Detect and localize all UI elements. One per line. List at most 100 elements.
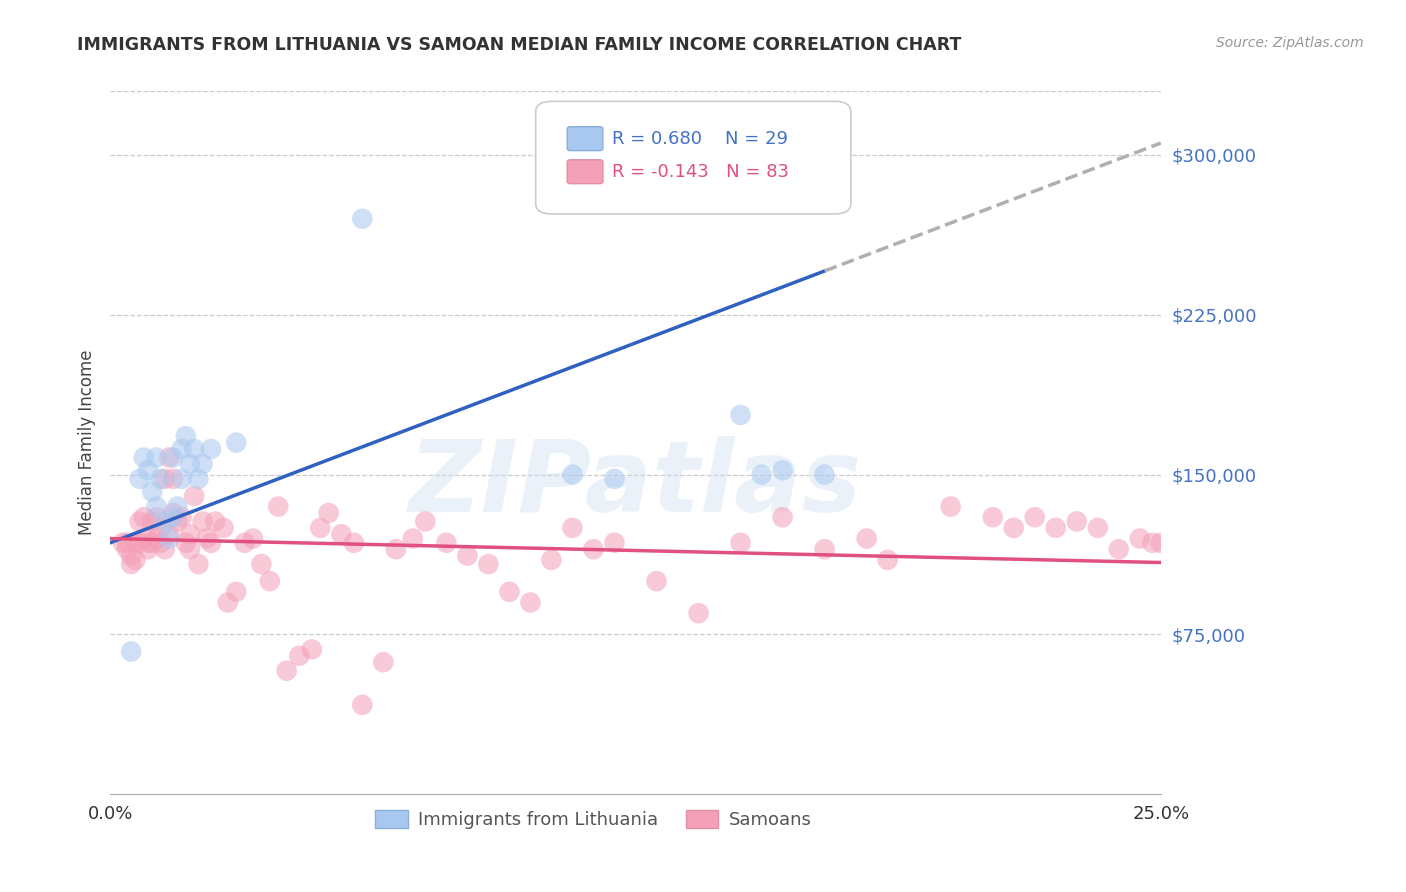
Point bbox=[582, 542, 605, 557]
Point bbox=[352, 698, 374, 712]
Point bbox=[132, 450, 155, 465]
Y-axis label: Median Family Income: Median Family Income bbox=[79, 350, 96, 535]
Point bbox=[174, 429, 197, 443]
Point bbox=[157, 527, 180, 541]
Point bbox=[402, 532, 425, 546]
Point bbox=[939, 500, 962, 514]
Point bbox=[876, 553, 898, 567]
Point bbox=[187, 472, 209, 486]
Point bbox=[434, 536, 457, 550]
Point bbox=[204, 515, 226, 529]
Point bbox=[519, 595, 541, 609]
Point bbox=[242, 532, 264, 546]
Point bbox=[561, 521, 583, 535]
Point bbox=[132, 532, 155, 546]
Point bbox=[115, 542, 138, 557]
Point bbox=[141, 536, 163, 550]
Point bbox=[343, 536, 366, 550]
Point bbox=[179, 527, 201, 541]
Point bbox=[120, 549, 142, 563]
Point bbox=[309, 521, 332, 535]
Text: ZIPatlas: ZIPatlas bbox=[409, 436, 862, 533]
Text: R = 0.680    N = 29: R = 0.680 N = 29 bbox=[613, 129, 789, 148]
Point bbox=[111, 536, 134, 550]
Point bbox=[352, 211, 374, 226]
Point bbox=[149, 472, 172, 486]
Point bbox=[153, 472, 176, 486]
Point bbox=[153, 542, 176, 557]
Point bbox=[149, 521, 172, 535]
Point bbox=[477, 557, 499, 571]
Point bbox=[855, 532, 877, 546]
Point bbox=[233, 536, 256, 550]
Point bbox=[540, 553, 562, 567]
Text: IMMIGRANTS FROM LITHUANIA VS SAMOAN MEDIAN FAMILY INCOME CORRELATION CHART: IMMIGRANTS FROM LITHUANIA VS SAMOAN MEDI… bbox=[77, 36, 962, 54]
Point bbox=[120, 644, 142, 658]
Point bbox=[200, 536, 222, 550]
Point bbox=[141, 484, 163, 499]
Point bbox=[415, 515, 437, 529]
Point bbox=[136, 542, 159, 557]
Point bbox=[191, 457, 214, 471]
Point bbox=[153, 515, 176, 529]
Point bbox=[157, 532, 180, 546]
Legend: Immigrants from Lithuania, Samoans: Immigrants from Lithuania, Samoans bbox=[366, 801, 821, 838]
Point bbox=[145, 532, 167, 546]
Point bbox=[688, 606, 710, 620]
Point bbox=[145, 500, 167, 514]
Point bbox=[128, 515, 150, 529]
Point bbox=[128, 536, 150, 550]
FancyBboxPatch shape bbox=[536, 102, 851, 214]
Point bbox=[1066, 515, 1088, 529]
Text: R = -0.143   N = 83: R = -0.143 N = 83 bbox=[613, 162, 789, 181]
Point bbox=[120, 557, 142, 571]
Point bbox=[166, 500, 188, 514]
Point bbox=[170, 472, 193, 486]
Point bbox=[288, 648, 311, 663]
Point bbox=[166, 515, 188, 529]
Point bbox=[1108, 542, 1130, 557]
Point bbox=[149, 536, 172, 550]
Point bbox=[183, 442, 205, 456]
Point bbox=[195, 532, 218, 546]
Point bbox=[145, 450, 167, 465]
Point bbox=[145, 510, 167, 524]
Point bbox=[385, 542, 408, 557]
Point bbox=[498, 584, 520, 599]
Point bbox=[301, 642, 323, 657]
Point bbox=[1142, 536, 1164, 550]
Text: Source: ZipAtlas.com: Source: ZipAtlas.com bbox=[1216, 36, 1364, 50]
Point bbox=[1045, 521, 1067, 535]
Point bbox=[318, 506, 340, 520]
Point bbox=[162, 472, 184, 486]
Point bbox=[730, 408, 752, 422]
Point bbox=[603, 472, 626, 486]
Point bbox=[225, 584, 247, 599]
Point bbox=[162, 450, 184, 465]
Point bbox=[124, 536, 146, 550]
Point bbox=[1150, 536, 1173, 550]
Point bbox=[813, 542, 835, 557]
Point bbox=[136, 536, 159, 550]
Point bbox=[330, 527, 353, 541]
Point bbox=[772, 463, 794, 477]
Point bbox=[373, 655, 395, 669]
FancyBboxPatch shape bbox=[567, 160, 603, 184]
Point bbox=[456, 549, 478, 563]
Point bbox=[179, 457, 201, 471]
Point bbox=[128, 472, 150, 486]
Point bbox=[1087, 521, 1109, 535]
FancyBboxPatch shape bbox=[567, 127, 603, 151]
Point bbox=[179, 542, 201, 557]
Point bbox=[730, 536, 752, 550]
Point bbox=[183, 489, 205, 503]
Point bbox=[162, 506, 184, 520]
Point bbox=[170, 510, 193, 524]
Point bbox=[645, 574, 668, 589]
Point bbox=[981, 510, 1004, 524]
Point bbox=[1002, 521, 1025, 535]
Point bbox=[136, 463, 159, 477]
Point bbox=[170, 442, 193, 456]
Point bbox=[187, 557, 209, 571]
Point bbox=[250, 557, 273, 571]
